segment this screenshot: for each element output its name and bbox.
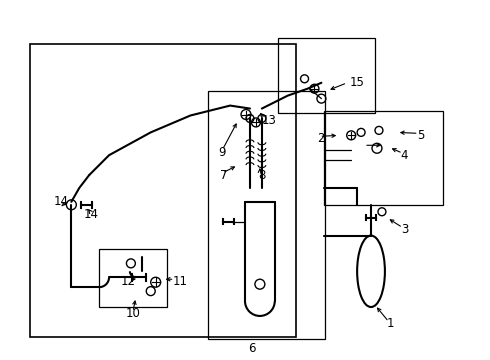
Text: 2: 2 — [318, 132, 325, 145]
Text: 4: 4 — [401, 149, 408, 162]
Text: 11: 11 — [172, 275, 188, 288]
Text: 12: 12 — [121, 275, 136, 288]
Text: 3: 3 — [401, 223, 408, 236]
Text: 8: 8 — [258, 168, 265, 181]
Bar — [278, 38, 375, 113]
Text: 14: 14 — [83, 208, 98, 221]
Text: 10: 10 — [126, 307, 141, 320]
Bar — [324, 111, 443, 205]
Bar — [99, 249, 167, 307]
Text: 9: 9 — [218, 146, 226, 159]
Text: 14: 14 — [53, 195, 69, 208]
Text: 7: 7 — [220, 168, 228, 181]
Text: 15: 15 — [349, 76, 364, 89]
Text: 13: 13 — [262, 114, 277, 127]
Text: 6: 6 — [248, 342, 256, 355]
Text: 1: 1 — [387, 318, 394, 330]
Bar — [208, 91, 325, 339]
Bar — [30, 44, 295, 337]
Text: 5: 5 — [416, 129, 424, 142]
